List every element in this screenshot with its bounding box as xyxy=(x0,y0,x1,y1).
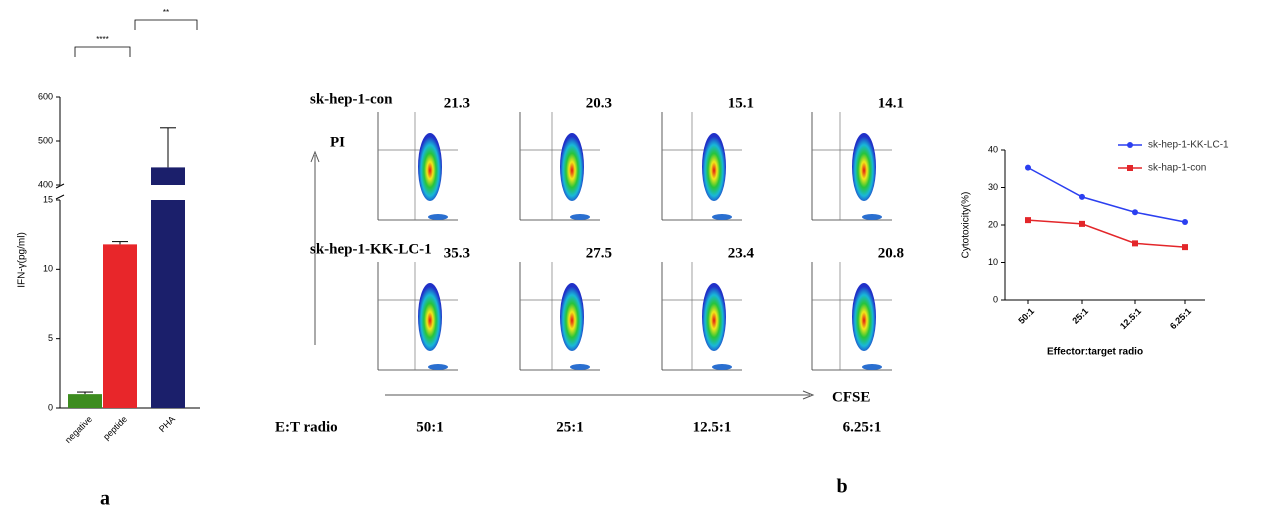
x-tick-label: 50:1 xyxy=(1016,306,1036,326)
flow-x-axis: CFSE xyxy=(832,389,870,405)
cell-density xyxy=(852,283,876,351)
cell-density xyxy=(560,283,584,351)
cell-density xyxy=(418,133,442,201)
cell-density xyxy=(712,364,732,370)
percentage: 20.3 xyxy=(586,95,612,111)
y-tick-label: 10 xyxy=(43,264,53,274)
bar xyxy=(151,167,185,185)
point xyxy=(1182,219,1188,225)
ratio-label: E:T radio xyxy=(275,419,338,435)
y-tick-label: 0 xyxy=(48,402,53,412)
percentage: 35.3 xyxy=(444,245,470,261)
point xyxy=(1132,240,1138,246)
y-axis-label: Cytotoxicity(%) xyxy=(961,192,972,259)
cell-density xyxy=(862,214,882,220)
y-tick-label: 10 xyxy=(988,257,998,267)
point xyxy=(1182,244,1188,250)
legend-label: sk-hep-1-KK-LC-1 xyxy=(1148,140,1229,151)
bar xyxy=(103,244,137,408)
ratio: 6.25:1 xyxy=(843,419,882,435)
cell-density xyxy=(702,133,726,201)
row-label: sk-hep-1-con xyxy=(310,91,393,107)
percentage: 21.3 xyxy=(444,95,470,111)
cell-density xyxy=(852,133,876,201)
percentage: 20.8 xyxy=(878,245,904,261)
row-label: sk-hep-1-KK-LC-1 xyxy=(310,241,432,257)
x-tick-label: 25:1 xyxy=(1070,306,1090,326)
series-line xyxy=(1028,168,1185,222)
cell-density xyxy=(712,214,732,220)
legend-marker xyxy=(1127,142,1133,148)
panel-label: b xyxy=(836,476,847,498)
y-tick-label: 5 xyxy=(48,333,53,343)
cell-density xyxy=(428,214,448,220)
y-tick-label: 400 xyxy=(38,179,53,189)
series-line xyxy=(1028,220,1185,247)
ratio: 12.5:1 xyxy=(693,419,732,435)
ratio: 50:1 xyxy=(416,419,444,435)
percentage: 23.4 xyxy=(728,245,755,261)
point xyxy=(1079,221,1085,227)
y-tick-label: 0 xyxy=(993,294,998,304)
flow-y-axis: PI xyxy=(330,134,345,150)
x-tick-label: negative xyxy=(63,414,94,445)
point xyxy=(1079,194,1085,200)
figure: a b IFN-γ(pg/ml) Cytotoxicity(%) Effecto… xyxy=(0,0,1261,515)
cell-density xyxy=(570,364,590,370)
percentage: 27.5 xyxy=(586,245,612,261)
significance-bracket xyxy=(75,47,130,57)
significance-bracket xyxy=(135,20,197,30)
x-axis-label: Effector:target radio xyxy=(1047,347,1143,358)
cell-density xyxy=(418,283,442,351)
bar xyxy=(68,394,102,408)
y-tick-label: 15 xyxy=(43,194,53,204)
cell-density xyxy=(560,133,584,201)
y-tick-label: 40 xyxy=(988,144,998,154)
axis-break xyxy=(56,195,64,199)
ratio: 25:1 xyxy=(556,419,584,435)
x-tick-label: 12.5:1 xyxy=(1118,306,1143,331)
bar xyxy=(151,200,185,408)
y-tick-label: 600 xyxy=(38,91,53,101)
legend-label: sk-hap-1-con xyxy=(1148,163,1206,174)
cell-density xyxy=(702,283,726,351)
y-tick-label: 20 xyxy=(988,219,998,229)
point xyxy=(1132,209,1138,215)
x-tick-label: PHA xyxy=(157,414,177,434)
significance-label: ** xyxy=(163,8,169,17)
y-tick-label: 30 xyxy=(988,182,998,192)
point xyxy=(1025,217,1031,223)
percentage: 15.1 xyxy=(728,95,754,111)
cell-density xyxy=(428,364,448,370)
cell-density xyxy=(570,214,590,220)
cell-density xyxy=(862,364,882,370)
percentage: 14.1 xyxy=(878,95,904,111)
point xyxy=(1025,165,1031,171)
y-tick-label: 500 xyxy=(38,135,53,145)
y-axis-label: IFN-γ(pg/ml) xyxy=(17,232,28,288)
x-tick-label: 6.25:1 xyxy=(1168,306,1193,331)
legend-marker xyxy=(1127,165,1133,171)
x-tick-label: peptide xyxy=(101,414,129,442)
significance-label: **** xyxy=(96,35,108,44)
panel-label: a xyxy=(100,488,110,510)
